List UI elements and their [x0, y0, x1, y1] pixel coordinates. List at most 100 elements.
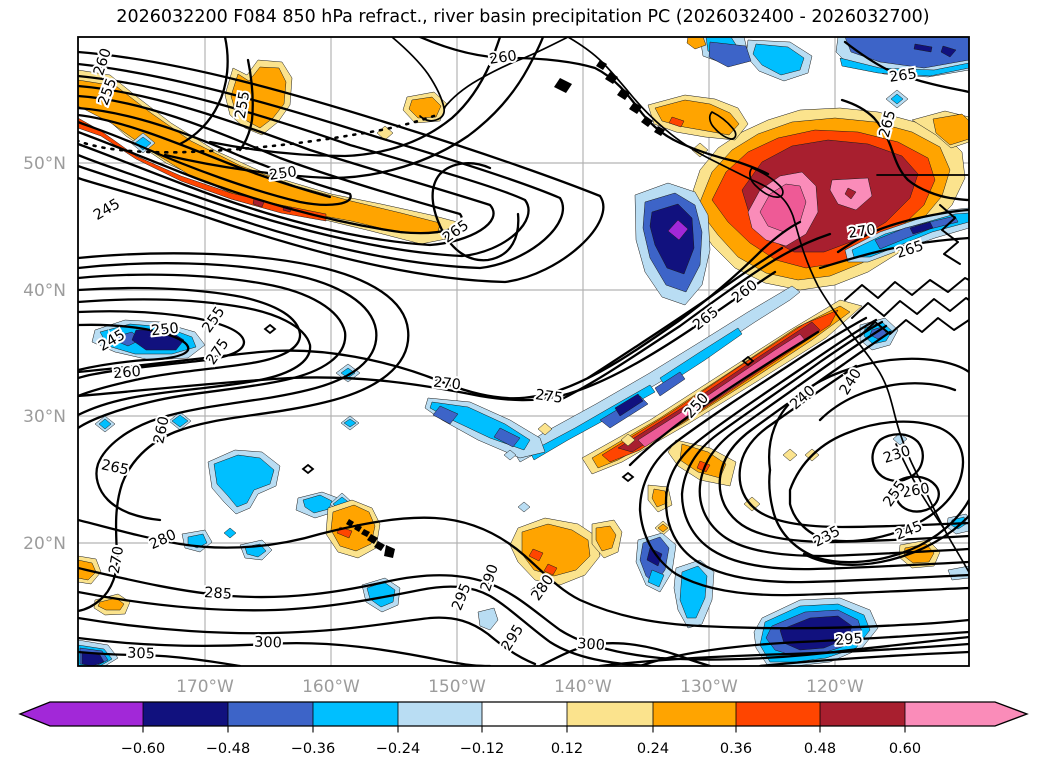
island: [629, 102, 642, 114]
refractivity-contour: [939, 204, 961, 265]
island: [384, 545, 395, 558]
pc-shading-patch: [537, 422, 553, 436]
refractivity-contour: [78, 74, 530, 258]
pc-shading-patch: [708, 41, 752, 68]
lat-label-40n: 40°N: [23, 281, 66, 301]
lon-label-140w: 140°W: [554, 677, 612, 697]
refractivity-contour: [802, 514, 969, 566]
pc-shading-patch: [503, 449, 517, 461]
island: [617, 88, 630, 100]
colorbar-segment: [905, 702, 995, 726]
colorbar-segment: [50, 702, 143, 726]
lon-label-120w: 120°W: [806, 677, 864, 697]
refractivity-contour: [78, 516, 969, 630]
colorbar-segment: [482, 702, 567, 726]
refractivity-contour: [598, 642, 969, 666]
refractivity-contour: [78, 286, 302, 398]
pc-shading-patch: [940, 45, 957, 58]
refractivity-contour: [78, 323, 190, 372]
island: [641, 116, 653, 127]
refractivity-contour: [851, 297, 969, 319]
pc-shading-patch: [890, 93, 904, 105]
contour-label: 270: [847, 222, 877, 242]
colorbar-segment: [228, 702, 313, 726]
refractivity-contour: [638, 316, 969, 597]
refractivity-contour: [178, 37, 229, 146]
pc-shading-patch: [543, 563, 558, 576]
colorbar-segment: [143, 702, 228, 726]
contour-label: 250: [268, 164, 298, 184]
pc-shading-patch: [614, 393, 644, 417]
pc-shading-patch: [528, 548, 544, 562]
pc-shading-patch: [493, 427, 521, 448]
pc-shading-patch: [839, 57, 969, 77]
coastline: [443, 37, 569, 109]
refractivity-contour: [586, 246, 784, 380]
contour-label: 265: [888, 66, 918, 86]
contour-label: 300: [254, 635, 282, 652]
pc-shading-patch: [657, 523, 669, 533]
refractivity-contour: [768, 468, 969, 564]
refractivity-contour: [818, 382, 957, 422]
refractivity-contour: [638, 630, 969, 666]
pc-shading-patch: [343, 418, 357, 428]
refractivity-contour: [768, 357, 969, 472]
pc-shading-patch: [649, 203, 695, 275]
pc-shading-patch: [668, 116, 685, 128]
refractivity-contour: [78, 252, 410, 613]
contour-label: 260: [488, 48, 518, 68]
refractivity-contour: [208, 37, 502, 158]
coastline: [567, 37, 969, 573]
contour-label: 285: [204, 585, 233, 603]
contour-label: 270: [432, 375, 461, 394]
lat-label-50n: 50°N: [23, 154, 66, 174]
island: [354, 524, 362, 532]
island: [367, 534, 378, 544]
refractivity-contour: [78, 50, 605, 284]
island: [605, 72, 618, 84]
colorbar-right-arrow: [995, 702, 1027, 726]
refractivity-contour: [78, 270, 777, 402]
refractivity-contour: [558, 232, 832, 402]
refractivity-contour: [680, 320, 969, 571]
pc-shading-patch: [782, 448, 798, 462]
pc-shading-patch: [134, 136, 152, 151]
refractivity-contour: [431, 162, 520, 262]
pc-shading-patch: [651, 488, 668, 508]
refractivity-contour: [163, 37, 545, 180]
refractivity-contour: [78, 636, 492, 666]
contour-label: 260: [113, 364, 142, 382]
pc-shading-patch: [844, 187, 857, 200]
refractivity-contour: [78, 616, 537, 666]
pc-shading-patch: [913, 43, 933, 53]
refractivity-contour: [238, 58, 254, 152]
cbar-tick-0.48: 0.48: [804, 741, 836, 757]
pc-shading-patch: [667, 219, 689, 241]
contour-label: 305: [127, 646, 155, 663]
refractivity-contour: [758, 650, 969, 666]
island: [596, 60, 607, 70]
pc-shading-patch: [844, 37, 969, 69]
figure-title: 2026032200 F084 850 hPa refract., river …: [116, 7, 929, 27]
refractivity-contour: [78, 585, 652, 666]
refractivity-contour: [78, 106, 352, 206]
cbar-tick-0.60: 0.60: [889, 741, 921, 757]
contour-diamond-mark: [741, 355, 755, 367]
refractivity-contour: [78, 650, 242, 666]
contour-diamond-mark: [621, 471, 635, 483]
refractivity-contour: [859, 317, 969, 337]
cbar-tick-0.24: 0.24: [637, 741, 669, 757]
coastline: [749, 167, 784, 198]
refractivity-contour: [844, 277, 969, 301]
refractivity-contour: [78, 298, 312, 417]
contour-label: 250: [150, 321, 179, 340]
pc-shading-patch: [223, 527, 237, 539]
refractivity-contour: [840, 98, 969, 202]
refractivity-contour: [893, 475, 940, 513]
colorbar-left-arrow: [20, 702, 50, 726]
pc-shading-patch: [932, 113, 969, 146]
island: [346, 519, 354, 527]
pc-shading-patch: [654, 371, 686, 397]
